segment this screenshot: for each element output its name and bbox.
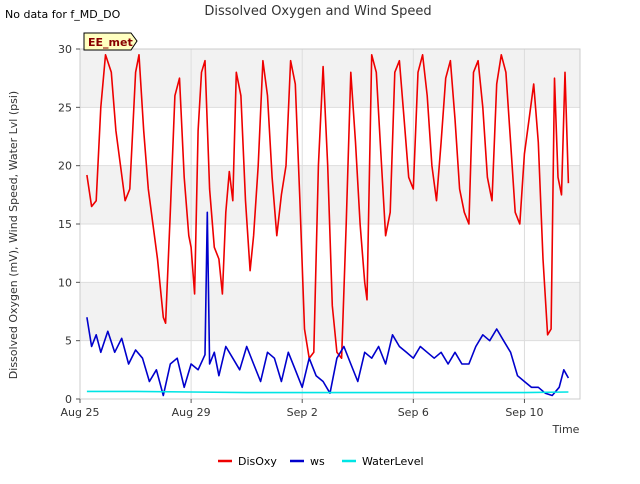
y-axis-label: Dissolved Oxygen (mV), Wind Speed, Water… [7,91,20,379]
axes: 0 5 10 15 20 25 30 Aug 25 Aug 29 Sep 2 Sep 6 Sep 10 [58,43,544,419]
y-tick-label: 10 [58,276,72,289]
status-note: No data for f_MD_DO [5,8,121,21]
series-line-waterlevel [86,390,569,394]
x-axis-label: Time [552,423,580,436]
background-band [80,49,580,108]
legend: DisOxy ws WaterLevel [218,455,424,468]
y-tick-label: 0 [65,393,72,406]
background-bands [80,49,580,399]
legend-label-waterlevel: WaterLevel [362,455,424,468]
x-tick-label: Aug 25 [61,406,100,419]
y-tick-label: 15 [58,218,72,231]
background-band [80,107,580,166]
y-tick-label: 5 [65,335,72,348]
site-badge: EE_met [83,32,138,51]
series-line-disoxy [86,53,570,360]
x-tick-label: Sep 10 [505,406,543,419]
series-line-ws [86,211,570,397]
x-tick-label: Aug 29 [172,406,211,419]
series-layer [86,53,570,397]
y-tick-label: 30 [58,43,72,56]
x-tick-label: Sep 2 [287,406,318,419]
y-tick-label: 20 [58,160,72,173]
legend-label-ws: ws [310,455,325,468]
site-badge-shape [83,32,138,51]
chart-title: Dissolved Oxygen and Wind Speed [204,4,431,19]
background-band [80,282,580,341]
legend-label-disoxy: DisOxy [238,455,277,468]
site-badge-text: EE_met [88,36,133,49]
y-tick-label: 25 [58,101,72,114]
x-tick-label: Sep 6 [398,406,429,419]
